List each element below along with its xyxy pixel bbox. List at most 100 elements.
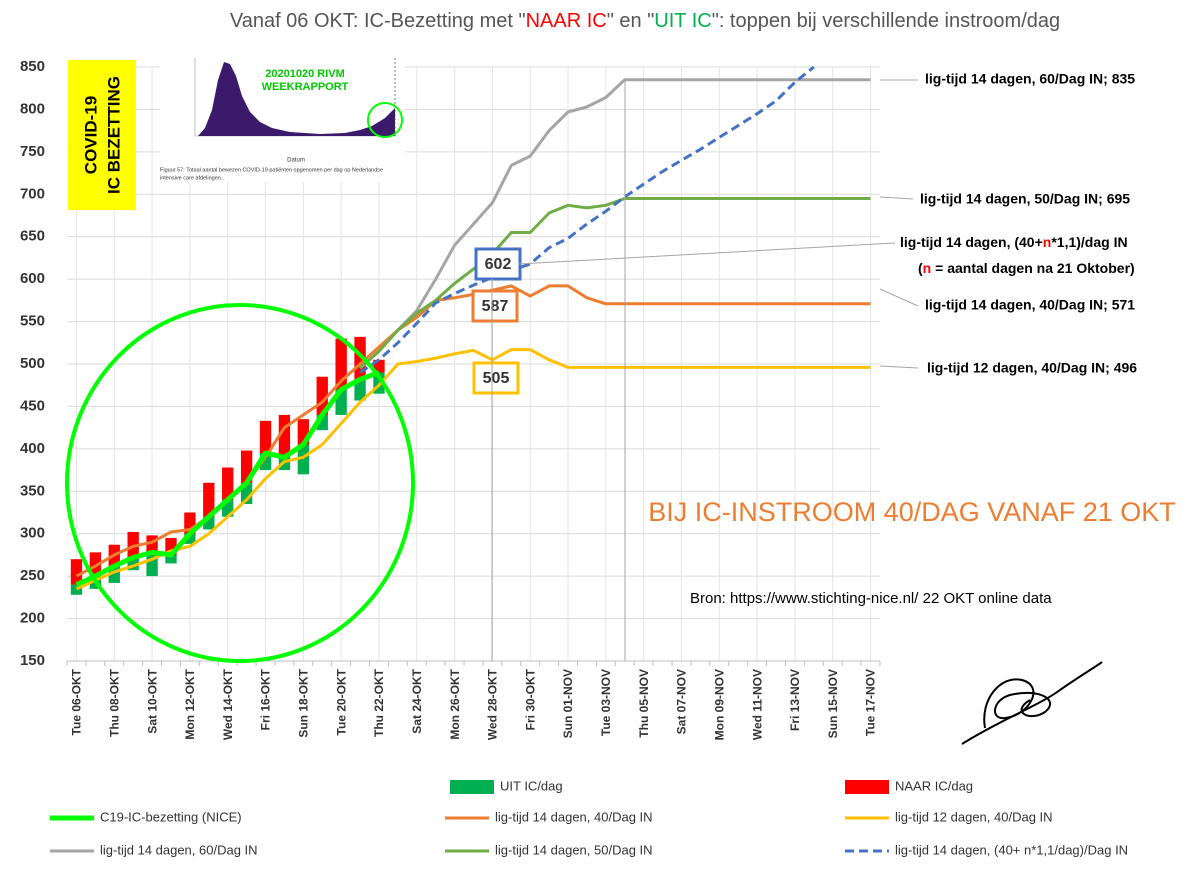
title-part: Vanaf 06 OKT: IC-Bezetting met "	[230, 10, 526, 32]
title-part: NAAR IC	[526, 10, 607, 32]
legend-label: lig-tijd 14 dagen, 40/Dag IN	[495, 809, 653, 824]
x-tick-label: Tue 03-NOV	[599, 669, 613, 736]
legend-label: lig-tijd 12 dagen, 40/Dag IN	[895, 809, 1053, 824]
bar	[70, 559, 83, 585]
label-part: n	[1043, 234, 1052, 250]
x-tick-label: Tue 06-OKT	[70, 668, 84, 735]
badge-text: COVID-19	[81, 96, 100, 174]
y-tick-label: 400	[20, 440, 45, 457]
x-tick-label: Wed 11-NOV	[750, 669, 764, 740]
legend-label: C19-IC-bezetting (NICE)	[100, 809, 242, 824]
inset-title: 20201020 RIVM	[265, 68, 345, 80]
legend-label: lig-tijd 14 dagen, 60/Dag IN	[100, 842, 258, 857]
x-tick-label: Mon 12-OKT	[183, 668, 197, 739]
legend-label: NAAR IC/dag	[895, 778, 973, 793]
label-part: *1,1)/dag IN	[1051, 234, 1127, 250]
annotation: 602	[485, 256, 512, 273]
legend: UIT IC/dag NAAR IC/dag C19-IC-bezetting (N…	[50, 778, 1128, 857]
bar	[70, 584, 83, 595]
y-tick-label: 150	[20, 652, 45, 669]
inset-caption: intensive care afdelingen.	[160, 175, 223, 181]
x-tick-label: Sun 15-NOV	[826, 669, 840, 738]
annotation-box	[474, 247, 522, 281]
bar	[354, 336, 366, 380]
highlight-circle	[65, 303, 415, 663]
x-tick-label: Sat 07-NOV	[675, 669, 689, 734]
connector	[879, 196, 914, 200]
x-tick-label: Fri 30-OKT	[523, 668, 537, 730]
inset-caption: Figuur 57: Totaal aantal bewezen COVID-1…	[160, 167, 383, 173]
y-tick-label: 600	[20, 270, 45, 287]
bar	[297, 444, 310, 475]
bar	[184, 533, 196, 544]
x-tick-label: Fri 16-OKT	[259, 668, 273, 730]
series-end-label: lig-tijd 14 dagen, 60/Dag IN; 835	[925, 71, 1135, 87]
inset	[160, 52, 405, 182]
label-part: n	[923, 260, 932, 276]
y-tick-label: 650	[20, 228, 45, 245]
x-tick-label: Sun 18-OKT	[297, 668, 311, 737]
legend-label: lig-tijd 14 dagen, (40+ n*1,1/dag)/Dag I…	[895, 842, 1128, 857]
bar	[259, 453, 272, 471]
title-part: UIT IC	[654, 10, 711, 32]
y-tick-label: 700	[20, 185, 45, 202]
y-tick-label: 300	[20, 525, 45, 542]
bar	[146, 535, 158, 553]
bar	[127, 557, 139, 571]
annotation-box	[471, 289, 519, 323]
x-tick-label: Sat 24-OKT	[410, 668, 424, 733]
source: Bron: https://www.stichting-nice.nl/ 22 …	[690, 590, 1052, 607]
bar	[222, 499, 234, 517]
x-tick-label: Sun 01-NOV	[561, 669, 575, 738]
y-tick-label: 800	[20, 100, 45, 117]
bar	[127, 532, 139, 558]
x-tick-label: Wed 28-OKT	[486, 668, 500, 740]
line	[359, 197, 871, 370]
bar	[278, 457, 291, 471]
bar	[108, 565, 120, 583]
bar	[335, 338, 347, 390]
series-end-label: lig-tijd 14 dagen, (40+n*1,1)/dag IN	[900, 234, 1128, 250]
line	[75, 348, 871, 591]
label-part: (	[918, 260, 923, 276]
x-tick-label: Tue 17-NOV	[864, 669, 878, 736]
bar	[240, 450, 253, 483]
chart-title: Vanaf 06 OKT: IC-Bezetting met "NAAR IC"…	[230, 10, 1060, 32]
x-tick-label: Mon 09-NOV	[712, 669, 726, 740]
y-tick-label: 200	[20, 610, 45, 627]
inset-xlabel: Datum	[287, 158, 305, 164]
x-tick-label: Thu 22-OKT	[372, 668, 386, 737]
bar	[354, 379, 366, 401]
bar	[203, 516, 215, 530]
y-tick-label: 550	[20, 313, 45, 330]
y-tick-label: 250	[20, 567, 45, 584]
line	[359, 65, 815, 374]
legend-swatch	[845, 780, 889, 794]
bar	[184, 512, 196, 534]
line	[75, 370, 380, 587]
bar	[240, 482, 253, 505]
series-end-label: lig-tijd 14 dagen, 40/Dag IN; 571	[925, 297, 1135, 313]
series-end-label: (n = aantal dagen na 21 Oktober)	[918, 260, 1135, 276]
annotation: 587	[482, 298, 509, 315]
inset-circle	[367, 102, 403, 138]
bar	[297, 419, 310, 445]
legend-label: UIT IC/dag	[500, 778, 563, 793]
connector	[879, 365, 919, 369]
annotation-box	[472, 361, 520, 395]
bar	[373, 359, 385, 373]
inset-area	[198, 62, 395, 136]
x-tick-label: Sat 10-OKT	[145, 668, 159, 733]
bar	[203, 482, 215, 517]
signature	[961, 661, 1103, 745]
y-tick-label: 850	[20, 58, 45, 75]
badge	[68, 60, 136, 210]
x-tick-label: Thu 08-OKT	[107, 668, 121, 737]
x-tick-label: Tue 20-OKT	[334, 668, 348, 735]
decorations: COVID-19 IC BEZETTING 20201020 RIVM WEEK…	[65, 52, 1176, 745]
bar	[335, 389, 347, 415]
bar	[316, 376, 328, 415]
legend-swatch	[450, 780, 494, 794]
bar	[259, 420, 272, 454]
